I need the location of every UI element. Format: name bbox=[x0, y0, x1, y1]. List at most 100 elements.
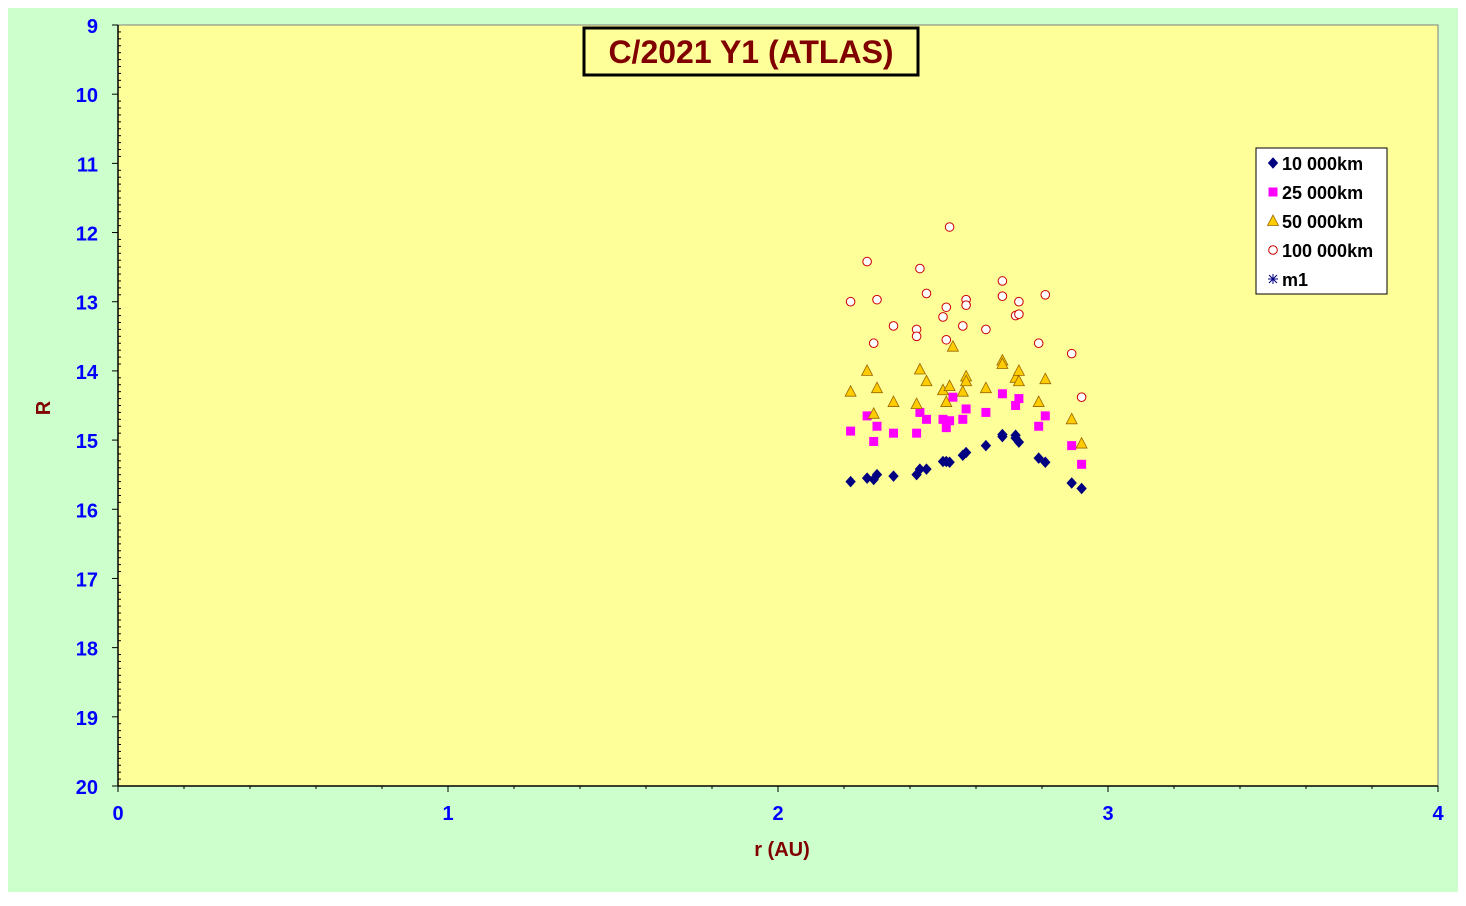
legend-box bbox=[1255, 147, 1388, 295]
legend-marker bbox=[1268, 187, 1278, 197]
y-axis-title: R bbox=[33, 400, 55, 415]
data-point bbox=[938, 312, 948, 322]
y-tick-label: 13 bbox=[76, 293, 98, 315]
data-point bbox=[922, 414, 931, 424]
data-point bbox=[948, 392, 958, 402]
data-point bbox=[915, 407, 925, 417]
data-point bbox=[887, 395, 900, 407]
y-tick-label: 18 bbox=[76, 639, 98, 661]
y-tick-label: 16 bbox=[76, 500, 98, 522]
legend-marker bbox=[1268, 245, 1278, 255]
legend-label: 100 000km bbox=[1282, 241, 1373, 261]
data-point bbox=[997, 276, 1008, 286]
data-point bbox=[1066, 477, 1077, 489]
data-point bbox=[1076, 482, 1087, 495]
y-tick-label: 17 bbox=[76, 569, 98, 591]
data-point bbox=[1040, 290, 1051, 300]
data-point bbox=[1032, 395, 1045, 407]
data-point bbox=[997, 389, 1007, 399]
data-point bbox=[941, 423, 951, 433]
data-point bbox=[872, 294, 882, 305]
data-point bbox=[869, 436, 879, 446]
data-point bbox=[1075, 436, 1088, 449]
y-tick-label: 9 bbox=[87, 16, 98, 38]
data-point bbox=[920, 374, 933, 387]
data-point bbox=[912, 428, 922, 438]
data-point bbox=[944, 222, 955, 232]
data-point bbox=[1013, 436, 1025, 448]
data-point bbox=[913, 362, 927, 375]
data-point bbox=[1039, 372, 1052, 385]
data-point bbox=[941, 334, 952, 345]
x-tick-label: 3 bbox=[1102, 803, 1113, 825]
data-point bbox=[871, 468, 883, 481]
data-point bbox=[862, 411, 872, 421]
data-point bbox=[1014, 296, 1024, 307]
y-tick-label: 11 bbox=[77, 154, 98, 176]
y-tick-label: 10 bbox=[76, 85, 98, 107]
data-point bbox=[911, 331, 922, 342]
chart-title-box: C/2021 Y1 (ATLAS) bbox=[582, 26, 920, 77]
data-point bbox=[1014, 394, 1024, 404]
data-point bbox=[960, 446, 972, 459]
data-point bbox=[944, 456, 955, 468]
data-point bbox=[997, 291, 1008, 301]
data-point bbox=[979, 381, 993, 394]
data-point bbox=[862, 256, 872, 267]
data-point bbox=[961, 300, 971, 310]
data-point bbox=[921, 288, 932, 299]
minor-ticks bbox=[112, 24, 1439, 792]
data-point bbox=[946, 339, 960, 352]
legend-marker bbox=[1268, 274, 1278, 284]
data-point bbox=[1076, 392, 1087, 402]
x-tick-label: 2 bbox=[772, 803, 783, 825]
y-tick-label: 15 bbox=[76, 431, 98, 453]
data-point bbox=[888, 321, 899, 331]
series-1 bbox=[846, 389, 1087, 469]
x-tick-label: 0 bbox=[112, 803, 123, 825]
data-point bbox=[941, 302, 952, 313]
data-point bbox=[956, 384, 969, 397]
legend-label: 25 000km bbox=[1282, 183, 1363, 203]
data-point bbox=[921, 463, 932, 475]
data-point bbox=[1033, 452, 1044, 464]
data-point bbox=[943, 379, 956, 392]
data-point bbox=[980, 439, 992, 452]
legend-label: 50 000km bbox=[1282, 212, 1363, 232]
legend-marker bbox=[1266, 214, 1280, 226]
data-point bbox=[910, 397, 923, 410]
y-tick-label: 12 bbox=[76, 224, 98, 246]
data-point bbox=[996, 357, 1009, 369]
x-tick-label: 4 bbox=[1432, 803, 1444, 825]
legend-label: m1 bbox=[1282, 270, 1308, 290]
data-point bbox=[1066, 348, 1077, 359]
series-2 bbox=[844, 339, 1088, 449]
data-point bbox=[872, 421, 882, 431]
data-point bbox=[1014, 309, 1024, 319]
series-0 bbox=[845, 428, 1087, 495]
data-point bbox=[1067, 441, 1077, 451]
data-point bbox=[889, 428, 898, 438]
data-points bbox=[844, 222, 1088, 495]
data-point bbox=[845, 296, 856, 307]
legend-label: 10 000km bbox=[1282, 154, 1363, 174]
data-point bbox=[997, 428, 1008, 441]
y-tick-label: 14 bbox=[76, 362, 99, 384]
data-point bbox=[1012, 374, 1026, 387]
data-point bbox=[1034, 421, 1044, 431]
data-point bbox=[860, 364, 874, 376]
data-point bbox=[870, 381, 884, 394]
y-tick-label: 19 bbox=[76, 708, 98, 730]
data-point bbox=[844, 384, 857, 397]
data-point bbox=[1040, 411, 1050, 421]
plot-area bbox=[117, 24, 1439, 787]
data-point bbox=[1040, 456, 1051, 468]
data-point bbox=[1011, 401, 1021, 410]
chart-title: C/2021 Y1 (ATLAS) bbox=[608, 34, 893, 70]
x-tick-label: 1 bbox=[442, 803, 453, 825]
data-point bbox=[861, 472, 873, 484]
data-point bbox=[959, 374, 973, 387]
legend: 10 000km 25 000km 50 000km 100 000km m1 bbox=[1255, 147, 1388, 295]
data-point bbox=[961, 404, 971, 414]
